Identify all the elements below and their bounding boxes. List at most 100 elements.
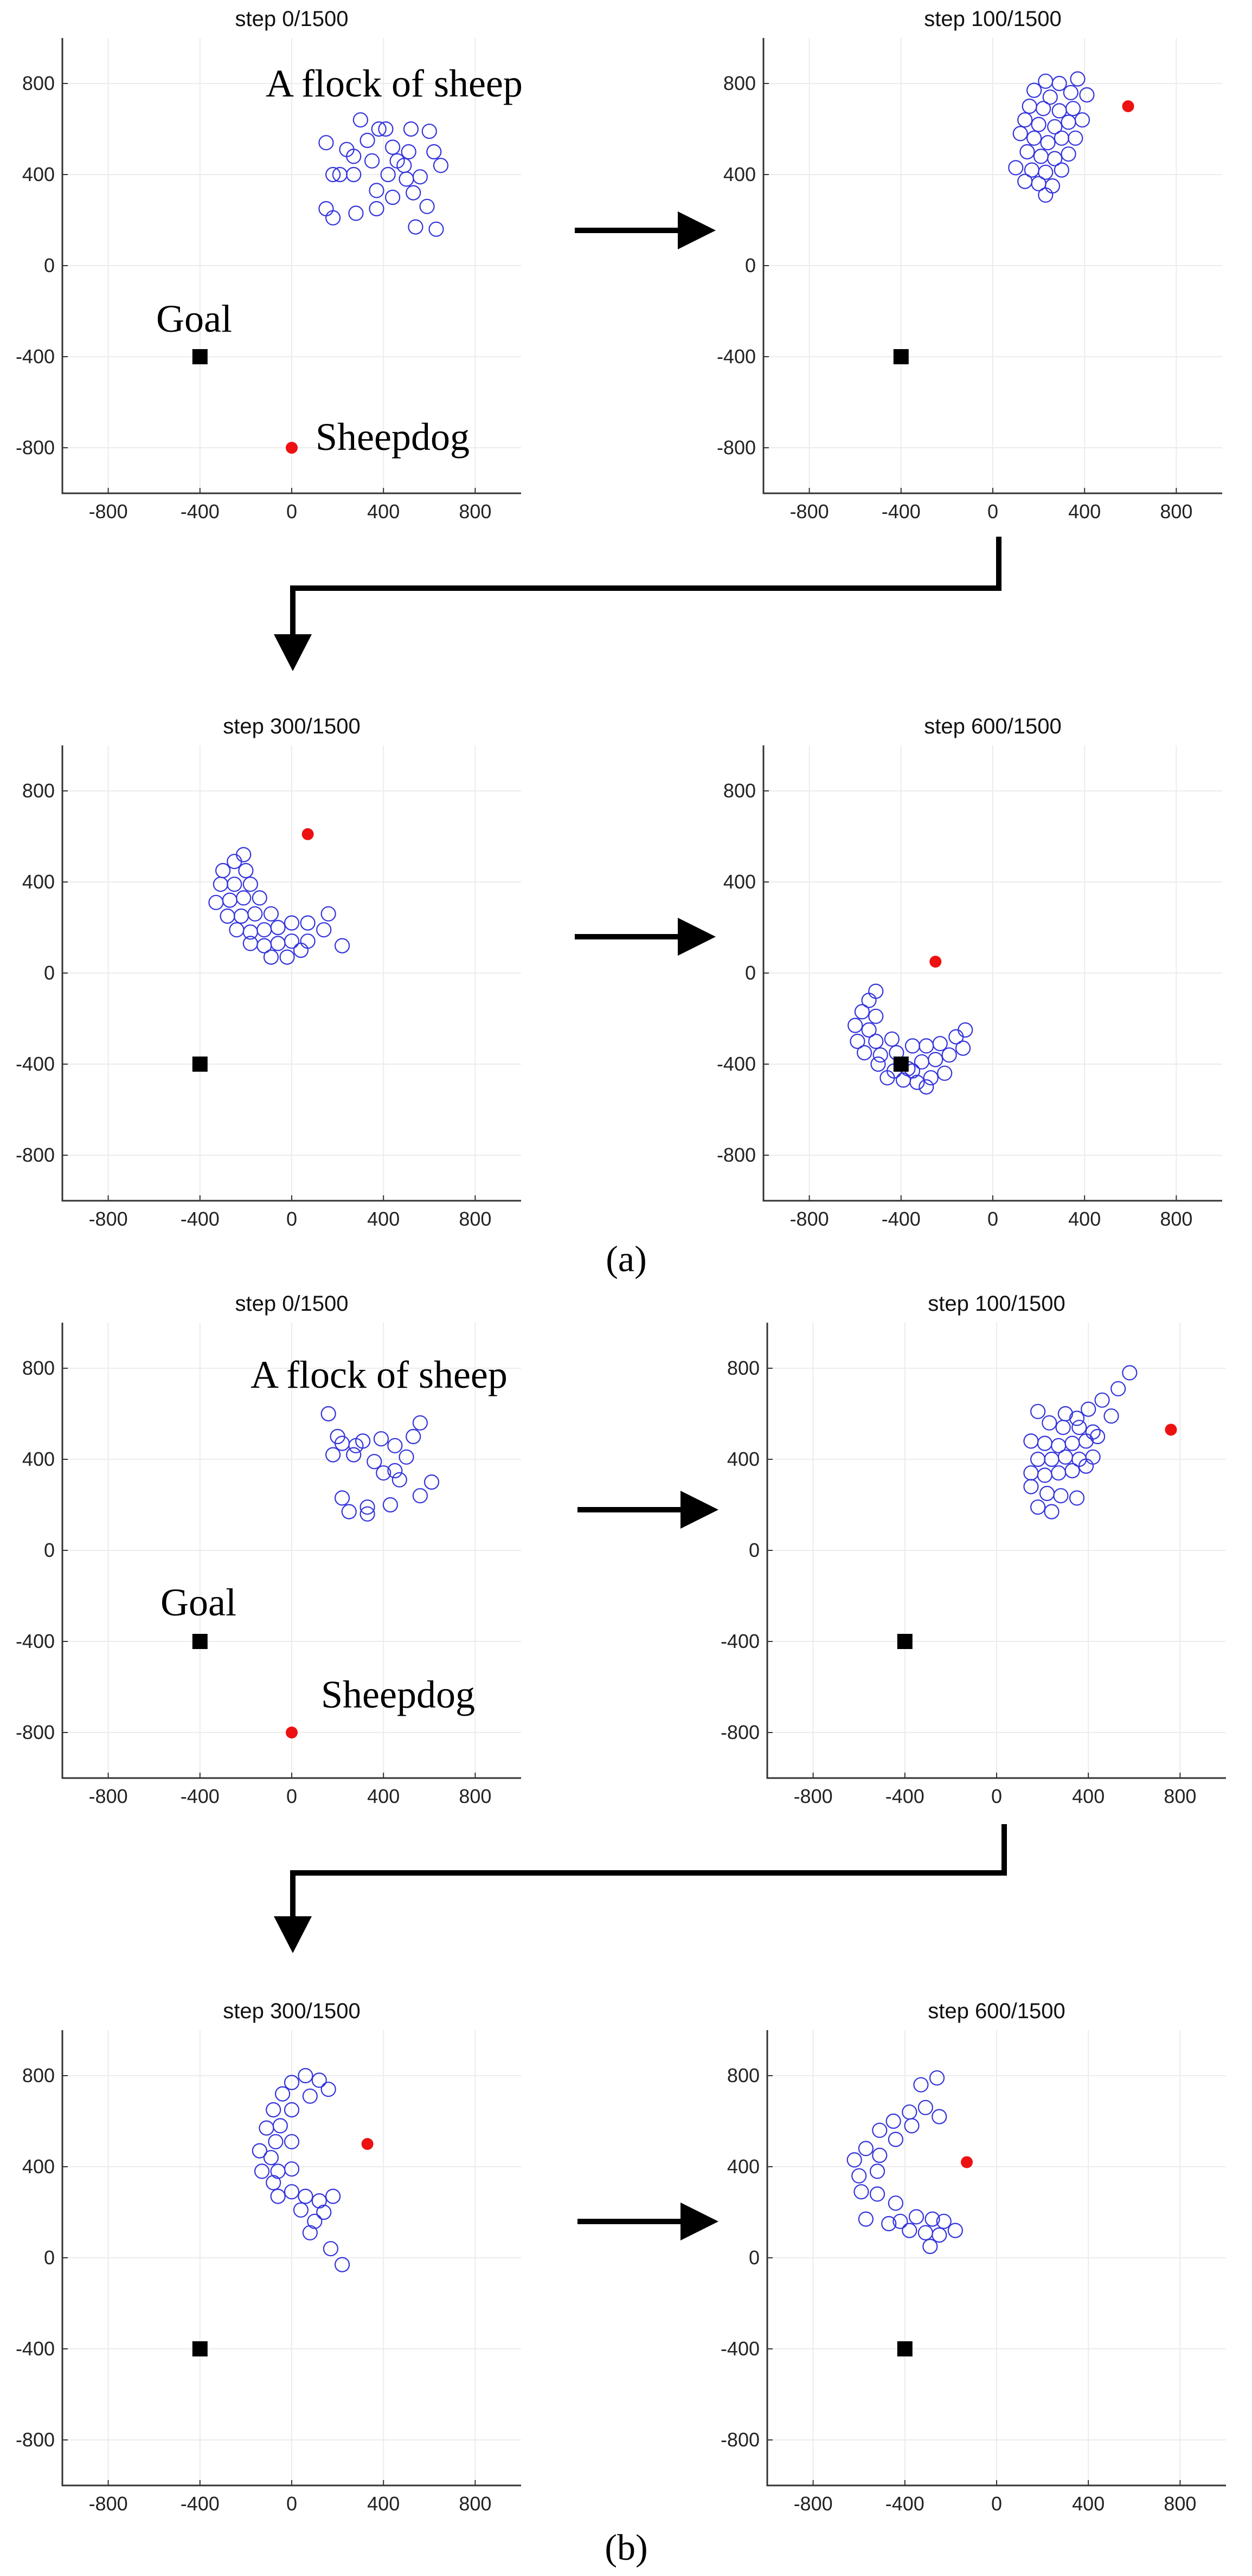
sheep-marker — [238, 862, 254, 879]
sheep-marker — [259, 2120, 274, 2136]
y-tick-label: 400 — [723, 871, 756, 893]
sheep-marker — [385, 139, 401, 155]
y-tick-label: -800 — [721, 1721, 760, 1743]
x-tick-label: 800 — [1160, 500, 1192, 523]
panel-title: step 600/1500 — [928, 1999, 1065, 2023]
panel-title: step 300/1500 — [223, 1999, 361, 2023]
sheep-marker — [888, 2131, 903, 2147]
sheep-marker — [325, 2188, 341, 2204]
goal-marker — [897, 2341, 913, 2356]
sheep-marker — [936, 2213, 952, 2229]
sheep-marker — [1008, 160, 1024, 176]
x-tick-label: -800 — [89, 1785, 128, 1807]
y-tick-label: 400 — [727, 1448, 760, 1470]
arrow-right-b-bottom — [577, 2203, 718, 2240]
panel-title: step 600/1500 — [924, 714, 1062, 738]
y-tick-label: 800 — [723, 72, 756, 94]
sheep-marker — [1017, 112, 1033, 128]
sheep-marker — [868, 1008, 884, 1024]
sheep-marker — [929, 2070, 945, 2086]
x-tick-label: 400 — [1072, 2493, 1105, 2515]
axis-lines — [766, 1323, 1226, 1779]
sheep-marker — [318, 135, 334, 151]
x-tick-label: -800 — [89, 500, 128, 523]
y-tick-label: 400 — [22, 871, 55, 893]
annotation-flock-a: A flock of sheep — [266, 62, 523, 105]
x-tick-label: 0 — [286, 2493, 297, 2515]
axis-lines — [762, 38, 1222, 494]
sheep-marker — [318, 201, 334, 217]
y-tick-label: 800 — [727, 2064, 760, 2086]
x-tick-label: -800 — [790, 500, 829, 523]
sheep-marker — [270, 2188, 286, 2204]
sheep-marker — [1094, 1392, 1110, 1408]
x-tick-label: 400 — [1068, 500, 1101, 523]
sheep-marker — [1023, 1479, 1039, 1495]
sheep-marker — [307, 2213, 323, 2229]
arrow-right-a-top — [575, 211, 716, 249]
sheep-marker — [870, 1056, 886, 1072]
sheep-marker — [325, 210, 341, 226]
sheep-marker — [1022, 98, 1037, 114]
axis-lines — [61, 745, 521, 1202]
sheep-marker — [1044, 178, 1061, 194]
sheep-marker — [1090, 1428, 1106, 1445]
sheep-marker — [320, 2082, 336, 2097]
x-tick-label: 800 — [459, 500, 491, 523]
sheepdog-marker — [301, 828, 314, 840]
sheep-marker — [857, 1045, 872, 1061]
panel-b-step300: -800 -400 0 400 800 800 400 0 -400 -800 step 300/1… — [16, 1999, 521, 2515]
x-tick-label: 800 — [459, 1785, 491, 1807]
goal-marker — [192, 1057, 208, 1072]
sheep-marker — [325, 1447, 341, 1463]
sheep-marker — [359, 1506, 375, 1522]
x-tick-label: 400 — [367, 2493, 400, 2515]
x-tick-label: -400 — [882, 1208, 921, 1230]
sheep-marker — [387, 1463, 403, 1479]
sheep-marker — [341, 1504, 357, 1519]
sheep-marker — [1054, 162, 1070, 178]
sheepdog-marker — [286, 442, 298, 454]
y-tick-label: -400 — [717, 1053, 756, 1075]
annotation-sheepdog-a: Sheepdog — [316, 415, 470, 459]
sheep-marker — [1110, 1381, 1126, 1396]
sheep-marker — [1065, 101, 1081, 117]
sheep-marker — [222, 892, 237, 908]
x-tick-label: 0 — [987, 500, 998, 523]
panel-title: step 100/1500 — [928, 1292, 1065, 1316]
sheep-marker — [229, 922, 245, 938]
x-tick-label: -800 — [794, 2493, 833, 2515]
sheep-marker — [367, 1454, 382, 1470]
sheep-marker — [220, 908, 235, 924]
arrow-elbow-a — [274, 537, 1001, 671]
sheep-marker — [263, 949, 279, 965]
sheepdog-marker — [929, 956, 942, 968]
sheep-marker — [1068, 130, 1083, 146]
x-tick-label: -800 — [794, 1785, 833, 1807]
sheep-marker — [1019, 144, 1035, 160]
sheep-marker — [928, 1052, 943, 1067]
sheep-marker — [1053, 1488, 1069, 1504]
x-tick-label: -400 — [181, 500, 220, 523]
x-tick-label: -800 — [89, 2493, 128, 2515]
sheep-marker — [242, 877, 258, 892]
y-tick-label: 0 — [749, 1539, 760, 1561]
sheep-marker — [947, 2223, 963, 2238]
sheep-marker — [406, 185, 421, 201]
panel-b-step0: -800 -400 0 400 800 800 400 0 -400 -800 step 0/150… — [16, 1292, 521, 1807]
y-tick-label: 800 — [22, 1357, 55, 1379]
goal-marker — [192, 2341, 208, 2356]
goal-marker — [192, 349, 208, 364]
sheep-marker — [369, 201, 384, 217]
y-tick-label: 0 — [44, 962, 55, 984]
sheep-marker — [302, 2225, 318, 2240]
sheep-marker — [1030, 1499, 1046, 1515]
sheep-marker — [252, 2143, 267, 2159]
sheep-marker — [293, 2202, 309, 2218]
sheep-marker — [1071, 1420, 1087, 1435]
sheep-marker — [1078, 1433, 1094, 1449]
sheepdog-marker — [286, 1727, 298, 1738]
sheep-marker — [955, 1040, 971, 1056]
sheep-marker — [364, 153, 380, 169]
